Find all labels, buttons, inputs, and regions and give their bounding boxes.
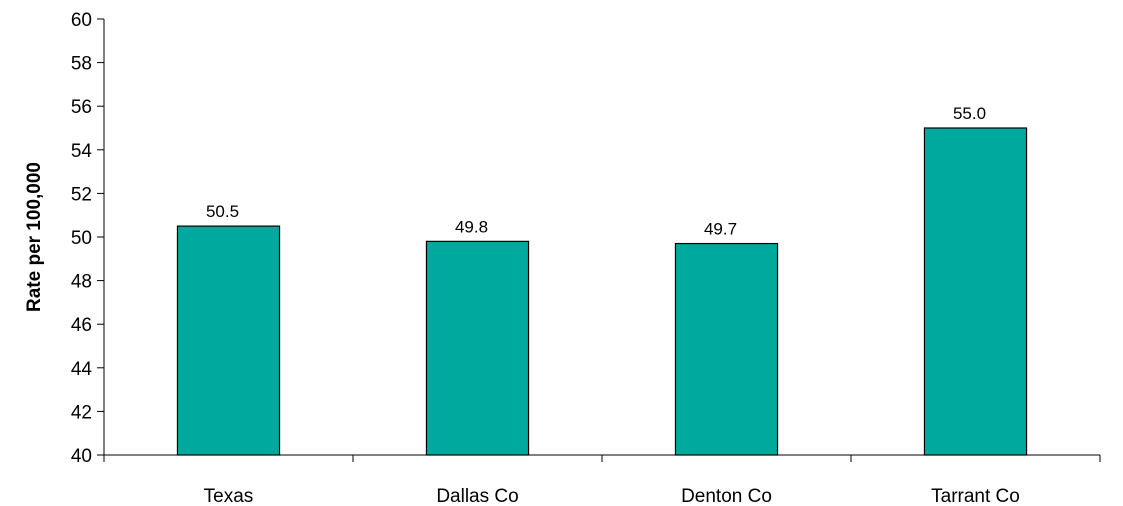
- y-axis: 40 42 44 46 48 50 52 54 56 58 60: [71, 10, 105, 467]
- bar-tarrant-co: [923, 127, 1028, 456]
- data-label: 49.8: [455, 217, 488, 236]
- y-tick-label: 40: [71, 446, 92, 467]
- x-category-label: Texas: [204, 486, 254, 506]
- data-label: 50.5: [206, 202, 239, 221]
- y-tick-label: 60: [71, 10, 92, 31]
- y-tick-label: 44: [71, 359, 93, 380]
- y-tick-label: 42: [71, 402, 92, 423]
- data-labels: 50.5 49.8 49.7 55.0: [206, 104, 986, 239]
- data-label: 55.0: [953, 104, 986, 123]
- y-axis-title: Rate per 100,000: [24, 162, 45, 312]
- y-tick-label: 48: [71, 272, 92, 293]
- y-tick-label: 54: [71, 141, 93, 162]
- x-category-label: Denton Co: [681, 486, 772, 506]
- y-tick-label: 46: [71, 315, 92, 336]
- y-tick-label: 58: [71, 54, 92, 75]
- data-label: 49.7: [704, 220, 737, 239]
- bar-dallas-co: [425, 240, 530, 456]
- y-tick-label: 52: [71, 184, 92, 205]
- bar-texas: [176, 225, 281, 456]
- bars: [176, 127, 1028, 456]
- bar-denton-co: [674, 242, 779, 456]
- y-tick-label: 50: [71, 228, 92, 249]
- x-category-label: Dallas Co: [436, 486, 518, 506]
- x-category-label: Tarrant Co: [931, 486, 1020, 506]
- x-axis: Texas Dallas Co Denton Co Tarrant Co: [103, 454, 1101, 506]
- y-tick-label: 56: [71, 97, 92, 118]
